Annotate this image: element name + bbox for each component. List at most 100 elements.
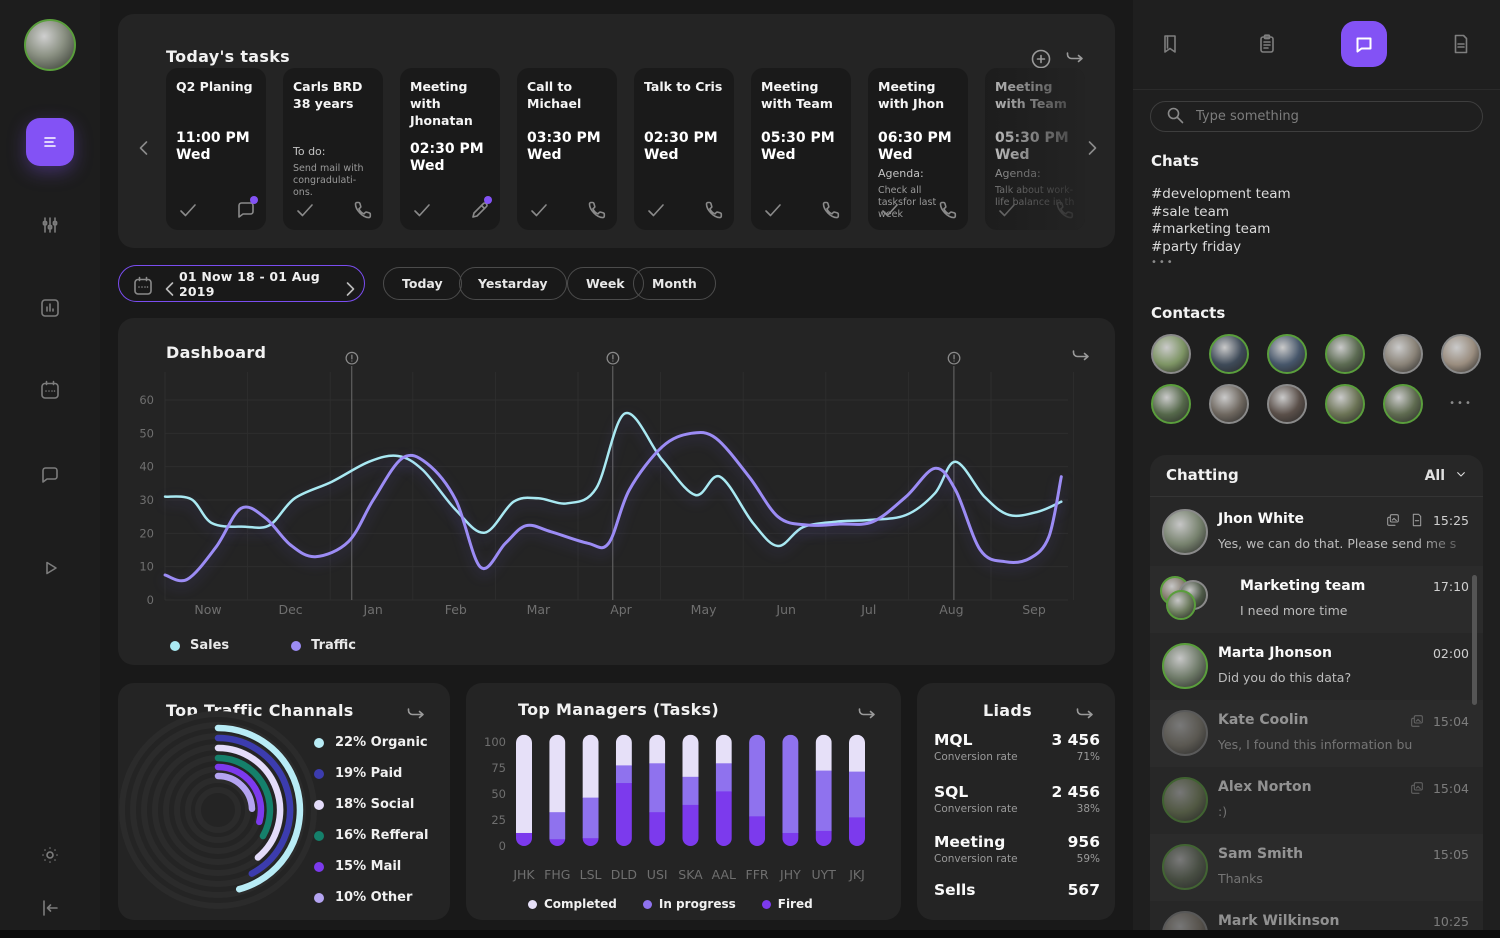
contact-avatar[interactable]	[1325, 384, 1365, 424]
filter-month[interactable]: Month	[633, 267, 716, 300]
bar-DLD[interactable]	[615, 734, 632, 847]
lead-value: 2 456	[1051, 783, 1100, 801]
panel-tab-clipboard[interactable]	[1244, 21, 1290, 67]
alert-marker-icon[interactable]	[345, 351, 359, 365]
chat-item-sam-smith[interactable]: Sam Smith Thanks 15:05	[1150, 834, 1483, 901]
more-channels-button[interactable]: •••	[1151, 257, 1175, 268]
panel-tab-document[interactable]	[1438, 21, 1484, 67]
sidebar-item-bar-chart[interactable]	[26, 284, 74, 332]
traffic-export-button[interactable]	[404, 703, 428, 727]
chat-filter-dropdown[interactable]: All	[1425, 466, 1469, 486]
bar-FFR[interactable]	[749, 734, 766, 847]
contact-avatar[interactable]	[1209, 334, 1249, 374]
task-done-button[interactable]	[527, 198, 549, 220]
contact-avatar[interactable]	[1267, 334, 1307, 374]
filter-today[interactable]: Today	[383, 267, 462, 300]
user-avatar[interactable]	[24, 19, 76, 71]
task-done-button[interactable]	[878, 198, 900, 220]
tasks-prev-button[interactable]	[132, 136, 154, 158]
bar-JHY[interactable]	[782, 734, 799, 847]
chat-message: Thanks	[1218, 871, 1263, 886]
task-title: Meeting with Team	[761, 79, 833, 111]
add-task-button[interactable]	[1029, 47, 1051, 69]
alert-marker-icon[interactable]	[947, 351, 961, 365]
task-card[interactable]: Carls BRD 38 years To do: Send mail with c…	[283, 68, 383, 230]
tasks-export-button[interactable]	[1063, 47, 1087, 71]
dashboard-card: Dashboard 0 10 20 30 40 50 60 Now Dec Jan Feb Mar Ap…	[118, 318, 1115, 665]
task-done-button[interactable]	[761, 198, 783, 220]
dashboard-export-button[interactable]	[1069, 345, 1093, 369]
task-action-button[interactable]	[819, 198, 841, 220]
chat-item-kate-coolin[interactable]: Kate Coolin Yes, I found this information…	[1150, 700, 1483, 767]
svg-text:Now: Now	[194, 602, 221, 617]
task-action-button[interactable]	[468, 196, 492, 220]
task-action-button[interactable]	[234, 196, 258, 220]
task-card[interactable]: Meeting with Jhon 06:30 PM Wed Agenda: Check…	[868, 68, 968, 230]
managers-export-button[interactable]	[855, 703, 879, 727]
task-action-button[interactable]	[351, 198, 373, 220]
contact-avatar[interactable]	[1267, 384, 1307, 424]
task-done-button[interactable]	[410, 198, 432, 220]
task-card[interactable]: Q2 Planing 11:00 PM Wed	[166, 68, 266, 230]
chat-item-marketing-team[interactable]: Marketing team I need more time 17:10	[1150, 566, 1483, 633]
task-done-button[interactable]	[995, 198, 1017, 220]
task-card[interactable]: Call to Michael 03:30 PM Wed	[517, 68, 617, 230]
contact-avatar[interactable]	[1383, 334, 1423, 374]
chat-item-alex-norton[interactable]: Alex Norton:) 15:04	[1150, 767, 1483, 834]
task-action-button[interactable]	[702, 198, 724, 220]
task-done-button[interactable]	[293, 198, 315, 220]
channel-marketing-team[interactable]: #marketing team	[1151, 221, 1271, 237]
date-prev-icon[interactable]	[158, 277, 174, 296]
sidebar-item-logout[interactable]	[26, 884, 74, 932]
task-action-button[interactable]	[1053, 198, 1075, 220]
bar-FHG[interactable]	[549, 734, 566, 847]
contact-avatar[interactable]	[1325, 334, 1365, 374]
contact-avatar[interactable]	[1151, 384, 1191, 424]
task-action-button[interactable]	[585, 198, 607, 220]
date-next-icon[interactable]	[338, 277, 355, 296]
date-range-picker[interactable]: 01 Now 18 - 01 Aug 2019	[118, 265, 365, 302]
channel-development-team[interactable]: #development team	[1151, 186, 1291, 202]
contact-avatar[interactable]	[1151, 334, 1191, 374]
search-input[interactable]	[1196, 109, 1470, 124]
bar-UYT[interactable]	[815, 734, 832, 847]
chatting-card: Chatting All Jhon White Yes, we can do th…	[1150, 455, 1483, 938]
sidebar-item-play[interactable]	[26, 544, 74, 592]
bar-SKA[interactable]	[682, 734, 699, 847]
chat-scrollbar[interactable]	[1472, 575, 1477, 705]
contact-avatar[interactable]	[1383, 384, 1423, 424]
alert-marker-icon[interactable]	[606, 351, 620, 365]
svg-text:Jan: Jan	[363, 602, 383, 617]
more-contacts-button[interactable]: •••	[1449, 398, 1473, 409]
task-done-button[interactable]	[176, 198, 198, 220]
bar-JHK[interactable]	[516, 734, 532, 847]
sidebar-item-calendar[interactable]	[26, 366, 74, 414]
contact-avatar[interactable]	[1441, 334, 1481, 374]
legend-sales: Sales	[170, 638, 229, 653]
sidebar-item-sliders[interactable]	[26, 201, 74, 249]
task-card[interactable]: Meeting with Team 05:30 PM Wed	[751, 68, 851, 230]
sidebar-item-brightness[interactable]	[26, 831, 74, 879]
leads-export-button[interactable]	[1073, 703, 1097, 727]
sidebar-item-menu[interactable]	[26, 118, 74, 166]
contact-avatar[interactable]	[1209, 384, 1249, 424]
chat-item-jhon-white[interactable]: Jhon White Yes, we can do that. Please se…	[1150, 499, 1483, 566]
tasks-next-button[interactable]	[1080, 136, 1102, 158]
task-done-button[interactable]	[644, 198, 666, 220]
traffic-legend-item: 22% Organic	[314, 727, 428, 758]
channel-sale-team[interactable]: #sale team	[1151, 203, 1229, 220]
bar-AAL[interactable]	[715, 734, 732, 847]
chat-item-marta-jhonson[interactable]: Marta Jhonson Did you do this data? 02:00	[1150, 633, 1483, 700]
panel-tab-bookmark[interactable]	[1147, 21, 1193, 67]
channel-party-friday[interactable]: #party friday	[1151, 238, 1242, 255]
sidebar-item-chat[interactable]	[26, 451, 74, 499]
task-card[interactable]: Meeting with Team 05:30 PM Wed Agenda: Talk …	[985, 68, 1085, 230]
task-card[interactable]: Meeting with Jhonatan 02:30 PM Wed	[400, 68, 500, 230]
bar-JKJ[interactable]	[849, 734, 865, 847]
task-action-button[interactable]	[936, 198, 958, 220]
filter-yestarday[interactable]: Yestarday	[459, 267, 567, 300]
bar-LSL[interactable]	[582, 734, 599, 847]
panel-tab-chat-bubble[interactable]	[1341, 21, 1387, 67]
bar-USI[interactable]	[649, 734, 666, 847]
task-card[interactable]: Talk to Cris 02:30 PM Wed	[634, 68, 734, 230]
